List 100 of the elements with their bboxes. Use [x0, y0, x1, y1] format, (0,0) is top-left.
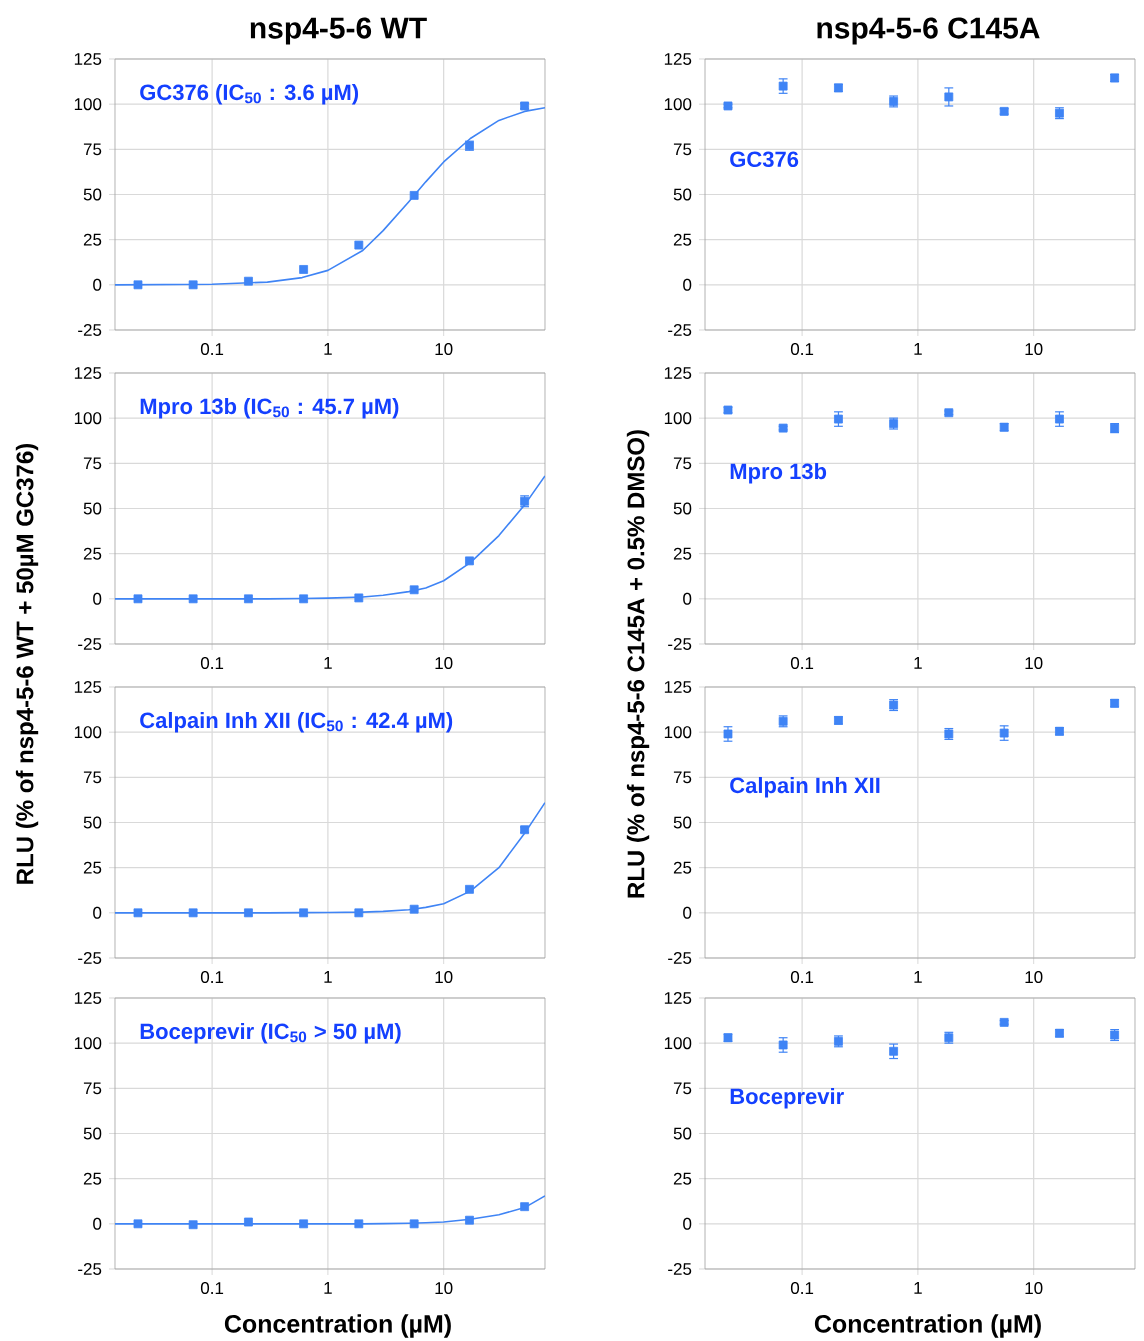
point [465, 884, 474, 894]
point [354, 593, 364, 603]
y-tick-label: 0 [683, 1217, 692, 1230]
point [133, 1219, 143, 1229]
x-tick-label: 0.1 [790, 971, 814, 984]
y-tick-label: -25 [78, 323, 102, 336]
y-tick-label: 125 [664, 366, 692, 379]
point [133, 594, 143, 604]
y-axis-title: RLU (% of nsp4-5-6 C145A + 0.5% DMSO) [626, 430, 650, 898]
x-tick-label: 10 [1025, 971, 1043, 984]
x-tick-label: 1 [324, 343, 332, 355]
point [409, 585, 419, 595]
y-tick-label: 50 [83, 188, 102, 201]
y-tick-label: 100 [74, 412, 102, 425]
x-tick-label: 1 [324, 1282, 332, 1294]
y-tick-label: 75 [83, 771, 102, 784]
annotation: Boceprevir [730, 1088, 844, 1109]
point [244, 594, 253, 604]
x-tick-label: 0.1 [200, 343, 224, 356]
x-tick-label: 0.1 [200, 1282, 224, 1295]
y-tick-label: 75 [83, 143, 102, 156]
point [133, 908, 143, 918]
point [244, 908, 253, 918]
point [133, 280, 143, 290]
x-tick-label: 0.1 [790, 343, 814, 356]
x-tick-label: 10 [435, 343, 453, 356]
annotation: GC376 (IC$_{50}$ : 3.6 µM) [140, 83, 359, 105]
x-axis-title: Concentration (µM) [224, 1314, 451, 1338]
y-tick-label: 0 [683, 906, 692, 919]
y-tick-label: 125 [664, 680, 692, 694]
y-tick-label: 0 [93, 906, 102, 919]
point [520, 1202, 530, 1212]
point [409, 1219, 419, 1229]
x-tick-label: 10 [435, 657, 453, 670]
x-tick-label: 10 [1025, 657, 1043, 670]
x-tick-label: 10 [1025, 1282, 1043, 1295]
point [188, 594, 198, 604]
x-tick-label: 10 [435, 1282, 453, 1295]
annotation: GC376 [730, 151, 799, 168]
y-tick-label: 25 [673, 1172, 692, 1185]
y-tick-label: 100 [74, 726, 102, 739]
y-tick-label: 50 [673, 1127, 692, 1140]
point [465, 1215, 474, 1225]
y-tick-label: -25 [78, 637, 102, 650]
y-tick-label: 50 [83, 502, 102, 515]
y-tick-label: 75 [673, 143, 692, 156]
x-tick-label: 10 [1025, 343, 1043, 356]
y-tick-label: -25 [668, 1262, 692, 1275]
point [409, 190, 419, 200]
y-tick-label: 0 [93, 278, 102, 291]
y-tick-label: 50 [673, 188, 692, 201]
y-tick-label: 75 [83, 457, 102, 470]
y-tick-label: 25 [673, 547, 692, 560]
y-tick-label: 75 [673, 457, 692, 470]
annotation: Boceprevir (IC$_{50}$ > 50 µM) [140, 1022, 401, 1044]
point [409, 904, 419, 914]
point [465, 556, 474, 566]
y-tick-label: 100 [664, 1037, 692, 1050]
y-tick-label: 0 [683, 592, 692, 605]
y-tick-label: 75 [83, 1082, 102, 1095]
point [299, 594, 308, 604]
point [889, 1046, 898, 1056]
point [299, 265, 308, 274]
x-tick-label: 1 [324, 657, 332, 669]
y-tick-label: 125 [664, 52, 692, 65]
point [354, 240, 364, 250]
y-tick-label: 100 [74, 1037, 102, 1050]
y-tick-label: 100 [664, 726, 692, 739]
x-tick-label: 1 [914, 343, 922, 355]
y-tick-label: 50 [673, 816, 692, 829]
y-tick-label: 0 [93, 1217, 102, 1230]
x-tick-label: 10 [435, 971, 453, 984]
y-tick-label: 50 [83, 1127, 102, 1140]
point [188, 280, 198, 290]
x-tick-label: 0.1 [200, 971, 224, 984]
y-tick-label: -25 [668, 951, 692, 964]
point [188, 908, 198, 918]
annotation: Calpain Inh XII (IC$_{50}$ : 42.4 µM) [140, 711, 453, 733]
annotation: Calpain Inh XII [730, 777, 880, 798]
chart-title: nsp4-5-6 WT [250, 17, 427, 45]
y-axis-title: RLU (% of nsp4-5-6 WT + 50µM GC376) [15, 443, 39, 884]
y-tick-label: 125 [74, 366, 102, 379]
y-tick-label: 125 [664, 991, 692, 1005]
y-tick-label: -25 [78, 951, 102, 964]
annotation: Mpro 13b [730, 463, 827, 484]
y-tick-label: 75 [673, 1082, 692, 1095]
point [299, 908, 308, 918]
x-tick-label: 0.1 [790, 1282, 814, 1295]
point [299, 1219, 308, 1229]
y-tick-label: 125 [74, 680, 102, 694]
point [244, 276, 253, 286]
x-tick-label: 0.1 [790, 657, 814, 670]
y-tick-label: 100 [74, 98, 102, 111]
y-tick-label: 125 [74, 52, 102, 65]
y-tick-label: 50 [673, 502, 692, 515]
point [944, 92, 954, 102]
y-tick-label: -25 [668, 637, 692, 650]
y-tick-label: 75 [673, 771, 692, 784]
y-tick-label: 25 [83, 547, 102, 560]
point [188, 1220, 198, 1230]
